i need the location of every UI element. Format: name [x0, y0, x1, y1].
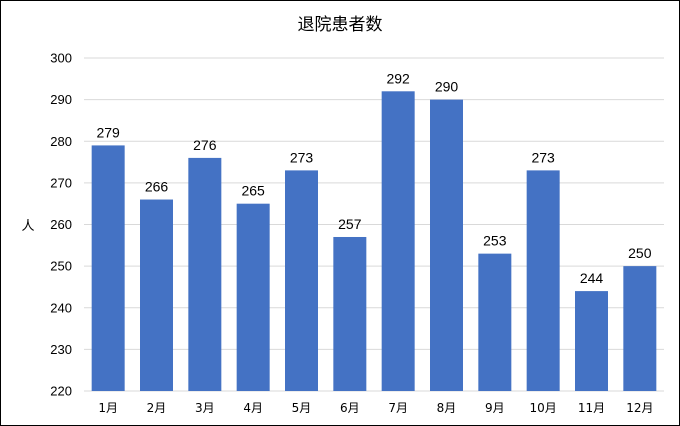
- x-tick-label: 5月: [292, 401, 312, 415]
- bar: [140, 199, 173, 391]
- data-label: 273: [531, 149, 555, 165]
- data-label: 266: [145, 179, 169, 195]
- bar: [623, 266, 657, 391]
- x-axis-ticks: 1月 2月 3月 4月 5月 6月 7月 8月 9月 10月 11月 12月: [98, 401, 653, 415]
- data-label: 265: [241, 183, 265, 199]
- y-tick-label: 230: [50, 342, 72, 357]
- data-label: 250: [628, 245, 652, 261]
- bar: [575, 291, 608, 391]
- y-axis-label: 人: [21, 219, 34, 234]
- x-tick-label: 3月: [195, 401, 215, 415]
- x-tick-label: 2月: [147, 401, 167, 415]
- bar: [236, 203, 270, 391]
- chart-title: 退院患者数: [297, 15, 383, 35]
- bar: [188, 157, 222, 391]
- data-label: 290: [435, 79, 459, 95]
- bar: [478, 253, 512, 391]
- y-tick-label: 270: [50, 175, 72, 190]
- x-tick-label: 12月: [626, 401, 653, 415]
- bars: [91, 91, 657, 392]
- data-label: 253: [483, 233, 507, 249]
- data-label: 244: [580, 270, 604, 286]
- y-tick-label: 260: [50, 217, 72, 232]
- x-tick-label: 10月: [530, 401, 557, 415]
- y-tick-label: 280: [50, 134, 72, 149]
- x-tick-label: 6月: [340, 401, 360, 415]
- x-tick-label: 7月: [388, 401, 408, 415]
- x-tick-label: 9月: [485, 401, 505, 415]
- bar: [430, 99, 463, 391]
- bar: [526, 170, 560, 391]
- bar: [91, 145, 125, 391]
- data-label: 279: [96, 124, 120, 140]
- x-tick-label: 1月: [98, 401, 118, 415]
- data-label: 273: [290, 149, 314, 165]
- bar: [285, 170, 318, 391]
- y-tick-label: 290: [50, 92, 72, 107]
- x-tick-label: 11月: [578, 401, 605, 415]
- gridlines: [84, 57, 664, 392]
- data-label: 276: [193, 137, 217, 153]
- y-tick-label: 250: [50, 259, 72, 274]
- data-label: 257: [338, 216, 362, 232]
- x-tick-label: 4月: [243, 401, 263, 415]
- y-axis-ticks: 220 230 240 250 260 270 280 290 300: [50, 51, 72, 399]
- y-tick-label: 240: [50, 300, 72, 315]
- bar: [381, 91, 415, 392]
- data-labels: 279 266 276 265 273 257 292 290 253 273 244 250: [96, 70, 651, 286]
- y-tick-label: 220: [50, 384, 72, 399]
- bar: [333, 236, 367, 391]
- x-tick-label: 8月: [437, 401, 457, 415]
- y-tick-label: 300: [50, 51, 72, 66]
- data-label: 292: [386, 70, 410, 86]
